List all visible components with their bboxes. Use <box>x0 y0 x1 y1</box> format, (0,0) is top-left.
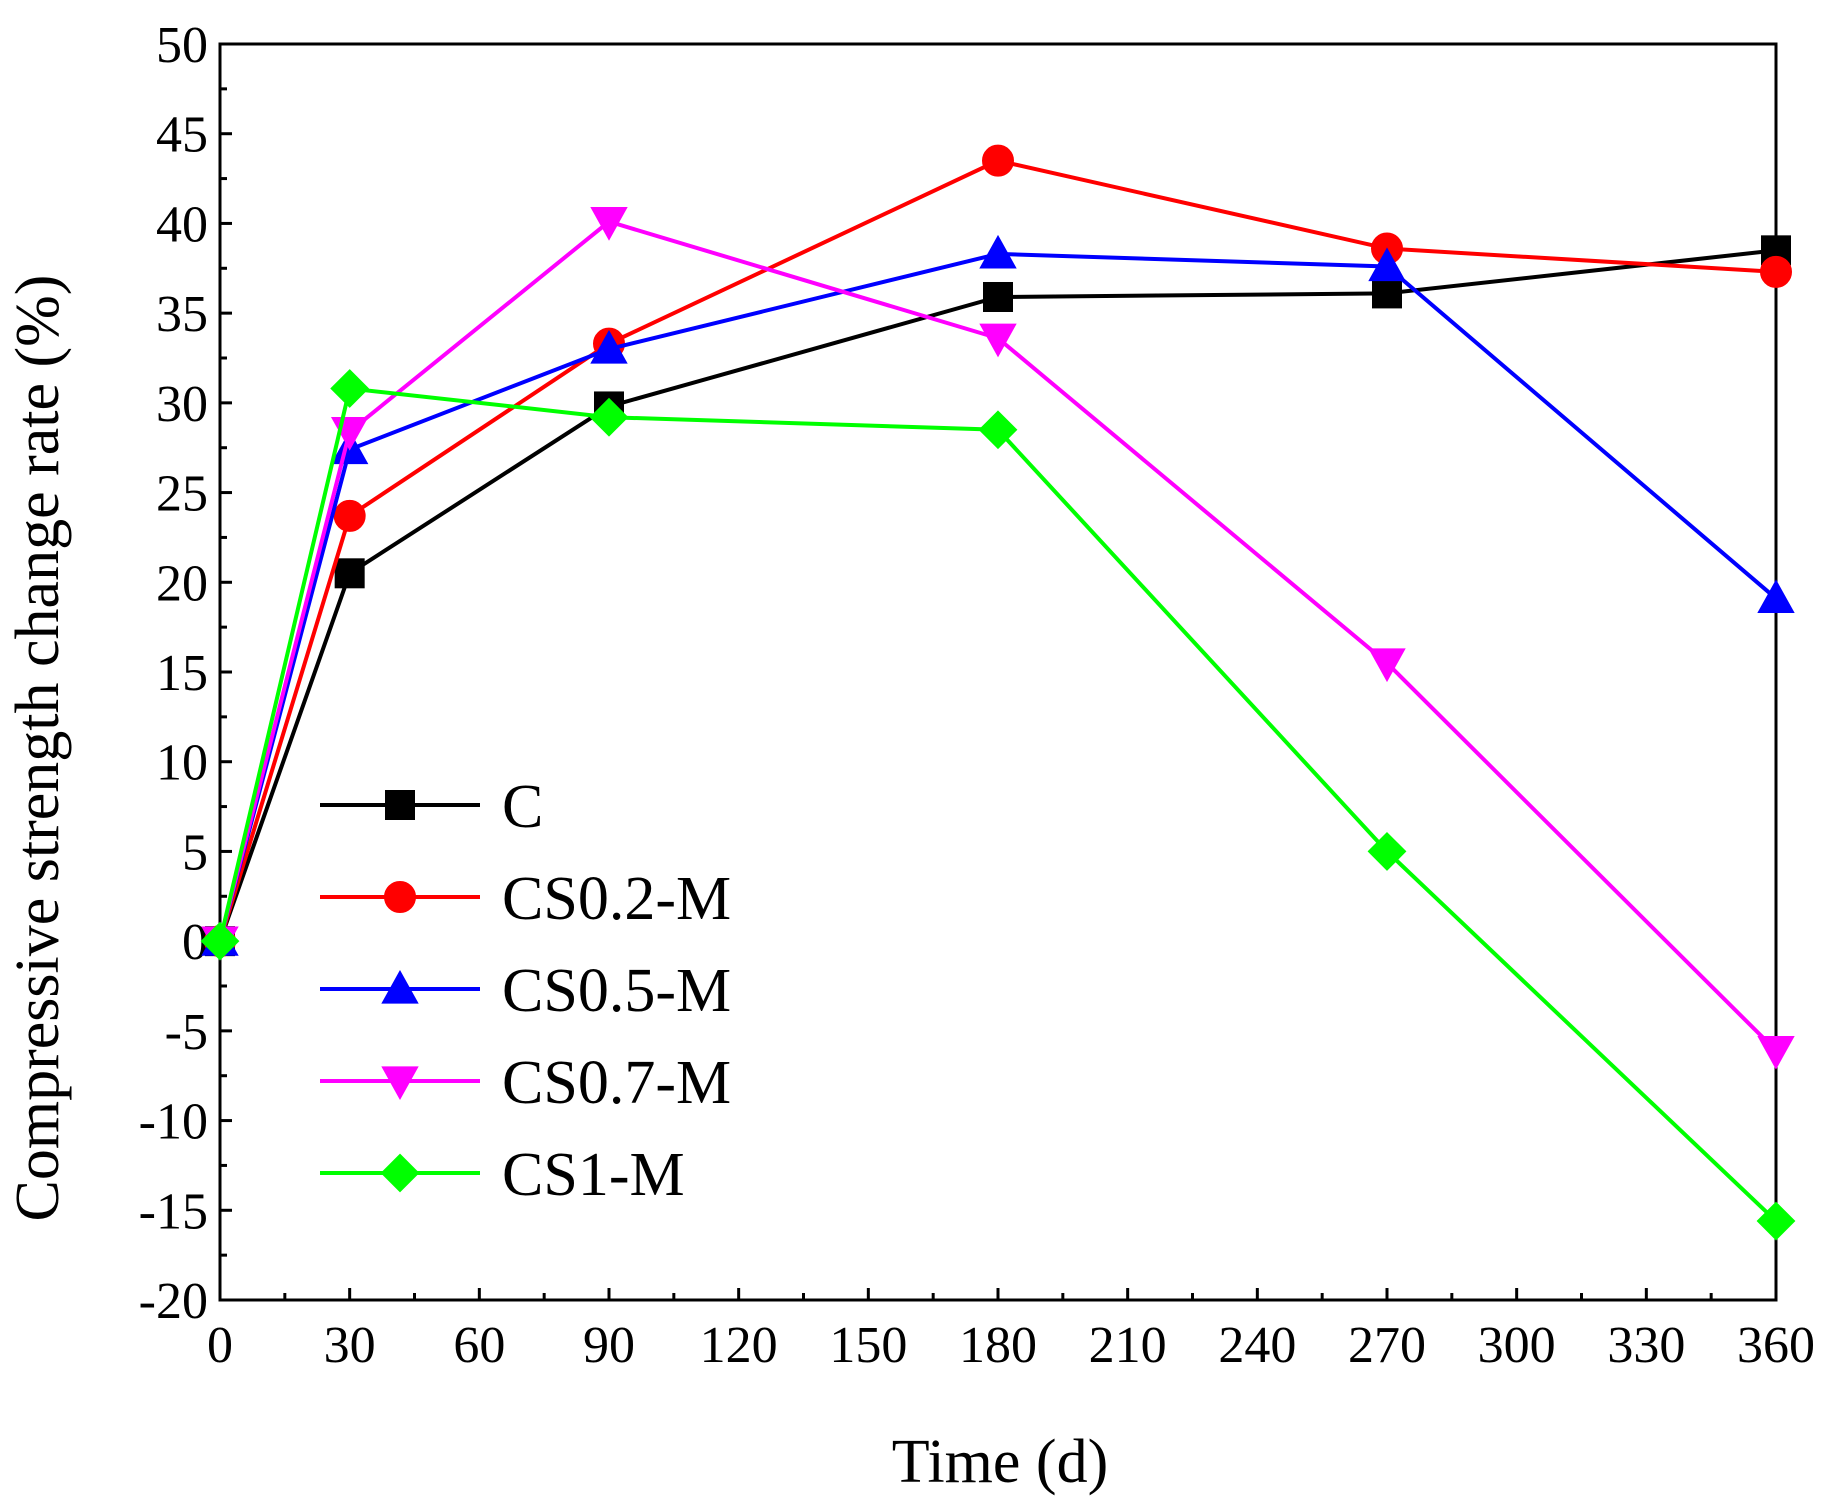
data-point <box>978 410 1018 450</box>
data-point <box>982 144 1014 177</box>
y-tick-label: 25 <box>156 466 208 523</box>
y-tick-label: 45 <box>156 107 208 164</box>
series-line <box>218 248 1777 942</box>
legend-item: CS0.5-M <box>320 957 731 1025</box>
y-tick-label: -20 <box>139 1273 208 1330</box>
data-point <box>590 207 628 241</box>
series-line <box>218 251 1778 942</box>
legend-marker <box>384 881 416 913</box>
y-tick-label: 5 <box>182 824 208 881</box>
legend: C CS0.2-M CS0.5-M CS0.7-M CS1-M <box>320 773 731 1209</box>
y-tick-label: 40 <box>156 196 208 253</box>
y-tick-label: 50 <box>156 17 208 74</box>
data-point <box>1367 832 1407 871</box>
x-axis-title: Time (d) <box>892 1428 1108 1496</box>
x-tick-label: 240 <box>1218 1317 1296 1374</box>
data-point <box>1368 648 1406 683</box>
legend-item: CS0.7-M <box>320 1049 731 1117</box>
x-tick-label: 120 <box>700 1317 778 1374</box>
y-tick-label: 35 <box>156 286 208 343</box>
x-tick-label: 270 <box>1348 1317 1426 1374</box>
series-line <box>218 386 1778 1223</box>
legend-item: CS1-M <box>320 1141 685 1209</box>
legend-label: CS0.2-M <box>502 865 731 933</box>
x-tick-label: 60 <box>453 1317 505 1374</box>
data-point <box>334 558 365 589</box>
x-tick-label: 360 <box>1737 1317 1815 1374</box>
data-point <box>1368 247 1406 282</box>
data-point <box>589 397 629 437</box>
y-tick-label: 20 <box>156 555 208 612</box>
y-tick-label: -15 <box>139 1183 208 1240</box>
plot-frame <box>218 42 1778 1302</box>
y-tick-label: 30 <box>156 376 208 433</box>
y-tick-label: -10 <box>139 1094 208 1151</box>
legend-marker <box>381 1066 419 1101</box>
series-line <box>218 219 1778 1053</box>
x-tick-label: 150 <box>829 1317 907 1374</box>
legend-item: CS0.2-M <box>320 865 731 933</box>
y-tick-label: 10 <box>156 735 208 792</box>
x-tick-label: 0 <box>207 1317 233 1374</box>
y-axis-title: Compressive strength change rate (%) <box>4 275 72 1222</box>
series-CS1-M <box>200 369 1796 1241</box>
data-point <box>1756 1201 1796 1241</box>
data-point <box>983 281 1013 312</box>
series-CS0.7-M <box>201 207 1795 1070</box>
x-tick-label: 30 <box>324 1317 376 1374</box>
data-point <box>330 369 370 408</box>
y-tick-label: -5 <box>165 1004 208 1061</box>
legend-marker <box>381 969 419 1004</box>
data-point <box>590 329 628 364</box>
legend-label: CS1-M <box>502 1141 685 1209</box>
data-point <box>1757 579 1795 614</box>
legend-marker <box>385 790 415 820</box>
series-line <box>218 158 1777 942</box>
x-tick-label: 90 <box>583 1317 635 1374</box>
x-tick-label: 210 <box>1089 1317 1167 1374</box>
data-point <box>1760 255 1792 288</box>
data-point <box>200 921 240 961</box>
x-tick-label: 330 <box>1607 1317 1685 1374</box>
data-point <box>979 234 1017 269</box>
data-point <box>979 323 1017 358</box>
legend-label: C <box>502 773 543 841</box>
y-tick-label: 15 <box>156 645 208 702</box>
legend-item: C <box>320 773 543 841</box>
data-point <box>333 499 366 532</box>
data-point <box>1372 278 1402 309</box>
series-CS0.2-M <box>204 144 1792 958</box>
legend-marker <box>380 1153 420 1193</box>
data-point <box>1757 1035 1795 1070</box>
x-tick-label: 180 <box>959 1317 1037 1374</box>
legend-label: CS0.7-M <box>502 1049 731 1117</box>
x-tick-label: 300 <box>1478 1317 1556 1374</box>
legend-label: CS0.5-M <box>502 957 731 1025</box>
